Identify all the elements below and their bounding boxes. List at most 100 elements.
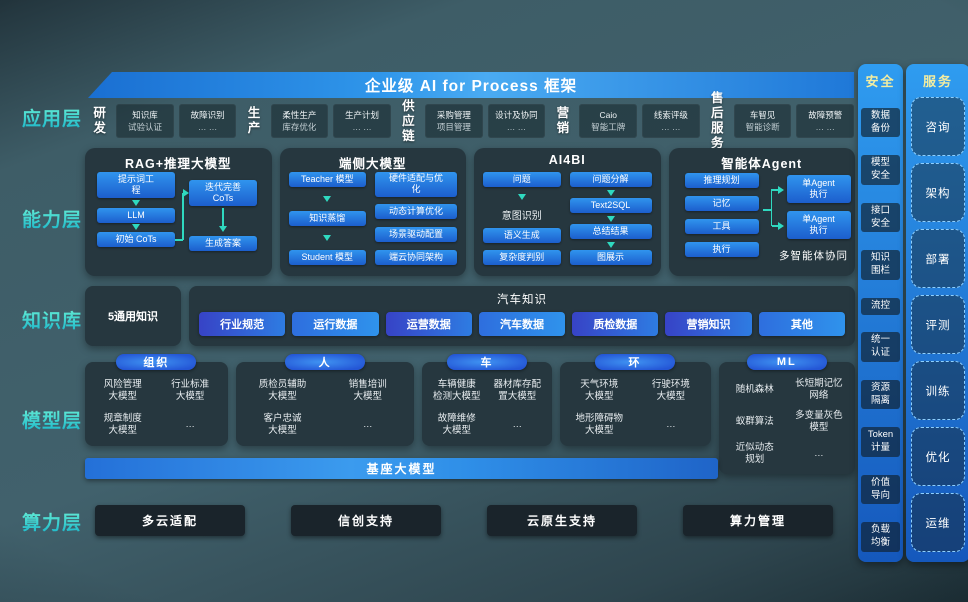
app-group-label: 生产 — [247, 106, 261, 135]
rag-step-answer: 生成答案 — [189, 236, 257, 251]
security-item: 模型 安全 — [861, 155, 900, 185]
app-group-label: 营销 — [556, 106, 570, 135]
model-group-environment: 环 天气环境 大模型 行驶环境 大模型 地形障碍物 大模型 … — [559, 354, 711, 446]
app-item-box: 设计及协同 … … — [487, 104, 546, 138]
app-item-line: 生产计划 — [345, 110, 380, 121]
flow-arrow-down-icon — [606, 215, 615, 222]
service-column-title: 服务 — [922, 74, 953, 89]
flow-arrow-right-icon — [777, 186, 784, 194]
ai4bi-semantic: 语义生成 — [483, 228, 561, 244]
model-item: 销售培训 大模型 — [348, 378, 387, 402]
capability-layer-band: RAG+推理大模型 提示词工 程 LLM 初始 CoTs 迭代完善 CoTs 生… — [85, 148, 855, 276]
model-item: 行驶环境 大模型 — [651, 378, 690, 402]
app-item-line: 采购管理 — [436, 110, 471, 121]
app-item-line: … … — [661, 121, 681, 132]
app-item-line: 试验认证 — [128, 121, 163, 132]
model-item: 天气环境 大模型 — [580, 378, 619, 402]
compute-layer-band: 多云适配 信创支持 云原生支持 算力管理 — [85, 505, 855, 537]
agent-module-tools: 工具 — [684, 219, 759, 234]
ai4bi-right-column: 问题分解 Text2SQL 总结结果 图展示 — [569, 170, 652, 269]
app-group-rnd: 研发 知识库 试验认证 故障识别 … … — [88, 100, 237, 142]
security-item: 负载 均衡 — [861, 522, 900, 552]
app-item-box: 采购管理 项目管理 — [425, 104, 483, 138]
agent-single-exec: 单Agent 执行 — [786, 211, 851, 239]
model-item: 地形障碍物 大模型 — [575, 412, 624, 436]
app-item-line: 智能工牌 — [591, 121, 626, 132]
compute-box-cloudnative: 云原生支持 — [487, 505, 637, 536]
model-group-organization: 组织 风险管理 大模型 行业标准 大模型 规章制度 大模型 … — [85, 354, 228, 446]
flow-connector — [770, 189, 772, 226]
flow-arrow-down-icon — [132, 224, 140, 230]
edge-panel-title: 端侧大模型 — [338, 157, 407, 171]
app-group-marketing: 营销 Caio 智能工牌 线索评级 … … — [551, 100, 700, 142]
service-item: 优化 — [911, 427, 965, 486]
edge-flow-student: Student 模型 — [288, 250, 366, 265]
flow-arrow-right-icon — [183, 189, 189, 197]
knowledge-pill: 质检数据 — [572, 312, 659, 336]
app-item-box: 生产计划 … … — [333, 104, 391, 138]
knowledge-pill: 汽车数据 — [478, 312, 566, 336]
knowledge-pill: 营销知识 — [665, 312, 752, 336]
model-item: 客户忠诚 大模型 — [263, 412, 302, 436]
rag-panel: RAG+推理大模型 提示词工 程 LLM 初始 CoTs 迭代完善 CoTs 生… — [85, 148, 272, 276]
model-layer-band: 组织 风险管理 大模型 行业标准 大模型 规章制度 大模型 … 人 质检员辅助 … — [85, 354, 855, 484]
layer-label-model: 模型层 — [22, 406, 100, 433]
rag-step-initial-cots: 初始 CoTs — [97, 232, 175, 247]
flow-connector — [771, 225, 778, 227]
app-item-box: 故障预警 … … — [796, 104, 855, 138]
layer-label-knowledge: 知识库 — [22, 306, 100, 333]
compute-box-management: 算力管理 — [683, 505, 833, 536]
app-group-supplychain: 供应 链 采购管理 项目管理 设计及协同 … … — [397, 99, 546, 143]
app-item-line: 设计及协同 — [495, 110, 538, 121]
ai4bi-intent: 意图识别 — [501, 210, 542, 222]
model-item: 长短期记忆 网络 — [795, 377, 843, 401]
app-item-line: … … — [352, 121, 372, 132]
ai4bi-left-column: 问题 意图识别 语义生成 复杂度判别 — [483, 170, 561, 269]
agent-module-execute: 执行 — [684, 242, 759, 257]
compute-box-xinchuang: 信创支持 — [291, 505, 441, 536]
rag-panel-title: RAG+推理大模型 — [124, 157, 232, 171]
security-column-title: 安全 — [865, 74, 896, 89]
app-item-line: 故障预警 — [808, 110, 843, 121]
knowledge-pill: 其他 — [758, 312, 845, 336]
rag-step-llm: LLM — [97, 208, 175, 223]
flow-arrow-down-icon — [219, 226, 227, 232]
security-item: 数据 备份 — [861, 107, 900, 138]
model-panels-row: 组织 风险管理 大模型 行业标准 大模型 规章制度 大模型 … 人 质检员辅助 … — [85, 354, 855, 474]
agent-single-exec: 单Agent 执行 — [786, 175, 851, 203]
app-item-line: … … — [197, 121, 218, 132]
flow-arrow-down-icon — [323, 196, 332, 202]
knowledge-pill: 运行数据 — [292, 312, 379, 336]
model-group-pill: 人 — [285, 354, 366, 370]
ai4bi-text2sql: Text2SQL — [569, 198, 652, 213]
flow-arrow-down-icon — [132, 200, 140, 206]
knowledge-pill: 行业规范 — [199, 312, 286, 336]
edge-feature: 端云协同架构 — [375, 249, 457, 265]
security-item: 统一 认证 — [861, 332, 900, 362]
multi-agent-caption: 多智能体协同 — [779, 250, 848, 262]
security-item: 流控 — [861, 297, 900, 315]
app-item-box: 车智见 智能诊断 — [733, 104, 792, 138]
base-model-bar: 基座大模型 — [85, 458, 718, 479]
flow-arrow-down-icon — [517, 193, 526, 200]
ai4bi-complexity: 复杂度判别 — [483, 250, 561, 265]
agent-panel: 智能体Agent 推理规划 记忆 工具 执行 单Agent 执行 单Agent … — [668, 148, 855, 276]
service-item: 评测 — [911, 295, 965, 354]
model-group-pill: ML — [746, 354, 827, 370]
security-item: 接口 安全 — [861, 202, 900, 233]
app-item-line: 智能诊断 — [745, 121, 780, 132]
model-item: … — [814, 447, 824, 459]
ai4bi-panel-title: AI4BI — [548, 153, 586, 167]
edge-flow-column: Teacher 模型 知识蒸馏 Student 模型 — [288, 170, 366, 269]
agent-module-memory: 记忆 — [684, 196, 759, 211]
ai4bi-display: 图展示 — [569, 250, 652, 265]
app-item-line: 柔性生产 — [282, 110, 317, 121]
flow-arrow-down-icon — [323, 235, 332, 241]
app-item-line: … … — [815, 121, 835, 132]
app-item-box: 知识库 试验认证 — [116, 104, 174, 138]
flow-arrow-down-icon — [606, 241, 615, 248]
ai4bi-decompose: 问题分解 — [569, 172, 652, 187]
model-item: … — [666, 418, 676, 430]
app-item-line: 库存优化 — [282, 121, 317, 132]
